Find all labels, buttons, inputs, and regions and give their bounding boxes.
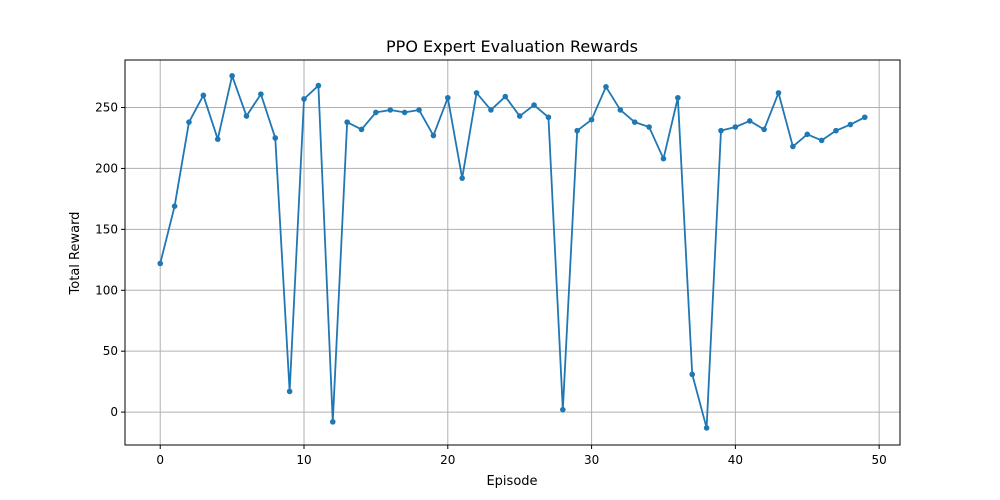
y-axis-label: Total Reward [68, 212, 83, 296]
data-point [545, 114, 552, 121]
data-point [344, 119, 350, 125]
data-point [157, 260, 164, 267]
data-point [516, 113, 523, 119]
data-point [459, 175, 465, 181]
x-tick-label: 50 [872, 453, 887, 467]
data-point [833, 127, 839, 134]
x-tick-label: 20 [440, 453, 455, 467]
data-point [617, 107, 624, 113]
data-point [818, 137, 825, 144]
data-point [847, 121, 854, 128]
y-tick-label: 200 [95, 161, 118, 175]
series-reward [157, 73, 868, 431]
chart-title: PPO Expert Evaluation Rewards [386, 37, 638, 56]
plot-frame [124, 59, 901, 446]
data-point [646, 124, 652, 130]
data-point [401, 109, 408, 116]
data-point [358, 126, 365, 133]
data-point [631, 119, 638, 125]
data-point [560, 406, 566, 413]
data-point [301, 96, 307, 102]
data-point [861, 114, 868, 121]
data-point [430, 132, 437, 139]
data-point [315, 82, 322, 89]
data-point [229, 73, 235, 79]
data-point [416, 107, 422, 113]
y-tick-label: 150 [95, 222, 118, 236]
data-point [775, 90, 782, 96]
data-point [804, 131, 811, 138]
data-point [186, 119, 192, 125]
x-tick-label: 10 [296, 453, 311, 467]
data-point [214, 136, 221, 142]
data-point [473, 90, 480, 96]
data-point [689, 371, 696, 378]
x-tick-label: 40 [728, 453, 743, 467]
data-point [531, 102, 537, 108]
data-point [272, 135, 279, 141]
y-tick-label: 50 [103, 344, 118, 358]
data-point [790, 143, 796, 150]
data-point [200, 92, 207, 99]
data-point [373, 109, 379, 116]
data-point [660, 155, 667, 162]
data-point [746, 118, 753, 124]
data-point [258, 91, 264, 97]
data-point [732, 124, 739, 130]
data-point [444, 94, 451, 101]
data-point [703, 425, 710, 431]
data-point [488, 107, 494, 113]
data-point [574, 127, 581, 134]
y-tick-label: 250 [95, 101, 118, 115]
y-tick-label: 0 [110, 405, 118, 419]
data-point [329, 419, 336, 425]
grid [125, 60, 900, 445]
data-point [675, 94, 681, 101]
x-axis-label: Episode [486, 474, 537, 489]
data-point [171, 203, 178, 210]
data-point [761, 126, 767, 133]
data-point [718, 127, 724, 134]
x-tick-label: 30 [584, 453, 599, 467]
data-point [243, 113, 250, 119]
data-point [286, 388, 293, 395]
x-tick-label: 0 [156, 453, 164, 467]
data-point [387, 107, 394, 113]
data-point [588, 116, 595, 123]
data-point [502, 93, 509, 100]
data-point [603, 84, 609, 90]
axis-ticks: 0 10 20 30 40 50 0 50 100 150 200 250 [95, 101, 887, 467]
y-tick-label: 100 [95, 283, 118, 297]
